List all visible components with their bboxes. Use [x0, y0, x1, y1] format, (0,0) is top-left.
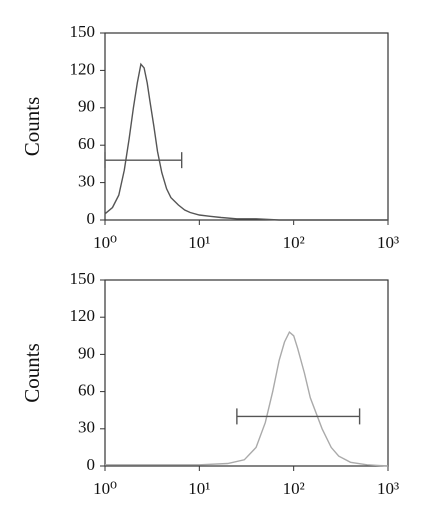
x-tick-label: 10¹ [188, 479, 210, 498]
x-tick-label: 10³ [377, 233, 399, 252]
y-tick-label: 0 [87, 209, 96, 228]
x-tick-label: 10² [283, 233, 305, 252]
x-tick-label: 10³ [377, 479, 399, 498]
y-tick-label: 90 [78, 343, 95, 362]
x-tick-label: 10² [283, 479, 305, 498]
x-tick-label: 10¹ [188, 233, 210, 252]
plot-frame [104, 32, 389, 221]
y-tick-label: 150 [70, 22, 96, 41]
y-tick-label: 60 [78, 134, 95, 153]
plot-frame [104, 279, 389, 467]
y-tick-label: 30 [78, 418, 95, 437]
histogram-line [105, 330, 389, 467]
y-tick-label: 30 [78, 172, 95, 191]
y-tick-label: 90 [78, 97, 95, 116]
histogram-line [104, 62, 388, 221]
x-tick-label: 10⁰ [93, 479, 117, 498]
y-tick-label: 120 [70, 59, 96, 78]
y-axis-label: Counts [20, 343, 44, 403]
y-axis-label: Counts [20, 97, 44, 157]
y-tick-label: 0 [87, 455, 96, 474]
x-tick-label: 10⁰ [93, 233, 117, 252]
y-tick-label: 120 [70, 306, 96, 325]
y-tick-label: 150 [70, 269, 96, 288]
y-tick-label: 60 [78, 381, 95, 400]
